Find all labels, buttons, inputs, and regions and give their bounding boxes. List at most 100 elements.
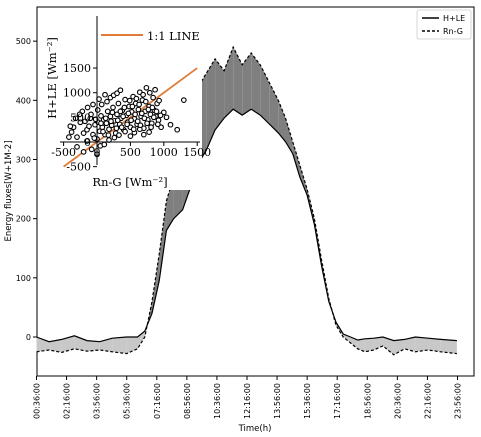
scatter-point [146,89,153,96]
difference-fill-segment [49,339,62,353]
difference-fill-segment [404,337,416,352]
scatter-point [115,100,122,107]
difference-fill-segment [159,200,167,281]
x-tick-label: 18:56:00 [363,383,372,419]
inset-y-tick-label: 1000 [63,87,91,100]
scatter-point [84,104,91,111]
inset-y-tick-label: 1500 [63,62,91,75]
y-tick-label: 0 [26,333,31,342]
scatter-point [100,128,106,135]
scatter-point [102,115,109,122]
inset-legend-label: 1:1 LINE [147,29,200,43]
x-tick-label: 23:56:00 [454,383,463,419]
scatter-point [80,149,87,155]
difference-fill-segment [428,338,441,352]
scatter-point [167,121,174,128]
x-tick-label: 00:36:00 [33,383,42,419]
difference-fill-segment [260,64,270,124]
x-tick-label: 13:56:00 [273,383,282,419]
main-legend: H+LE Rn-G [416,9,472,40]
difference-fill-segment [251,53,261,116]
scatter-point [90,101,96,108]
difference-fill-segment [292,141,300,178]
difference-fill-segment [166,177,174,231]
scatter-point [135,106,142,113]
scatter-point [104,108,111,115]
scatter-point [103,120,110,127]
scatter-point [86,123,92,130]
difference-fill-segment [242,53,252,116]
x-axis-label: Time(h) [238,424,272,434]
scatter-point [122,96,128,103]
series-line-rn-g [36,45,457,356]
x-tick-label: 08:56:00 [183,383,192,419]
difference-fill-segment [382,337,394,355]
scatter-point [104,98,110,105]
inset-x-ticks: -500 0 500 1000 1500 [51,142,211,159]
scatter-point [94,107,101,113]
y-tick-label: 300 [16,155,31,164]
difference-fill-segment [269,82,279,133]
scatter-point [111,134,118,141]
y-tick-label: 100 [16,274,31,283]
x-tick-label: 10:36:00 [213,383,222,419]
scatter-point [105,132,112,138]
scatter-point [114,117,121,124]
scatter-point [156,97,162,104]
scatter-point [118,124,125,131]
scatter-point [110,104,116,111]
scatter-point [68,129,75,135]
scatter-point [130,126,137,133]
scatter-point [133,95,140,102]
scatter-point [141,115,148,122]
x-tick-label: 17:16:00 [333,383,342,419]
scatter-point [150,94,156,101]
inset-x-tick-label: -500 [51,146,76,159]
scatter-point [150,114,157,121]
difference-fill-segment [285,118,293,154]
scatter-point [114,90,120,97]
scatter-point [117,87,124,94]
inset-x-tick-label: 1500 [183,146,211,159]
x-tick-label: 15:36:00 [303,383,312,419]
inset-y-tick-label: 0 [84,136,91,149]
scatter-point [126,97,133,104]
scatter-point [116,132,122,138]
difference-fill-segment [112,337,127,354]
scatter-point [88,111,94,118]
y-tick-label: 200 [16,215,31,224]
difference-fill-segment [206,58,216,151]
difference-fill-segment [343,334,351,343]
scatter-point [120,113,126,120]
inset-x-tick-label: 0 [94,146,101,159]
difference-fill-segment [99,338,113,352]
y-tick-label: 400 [16,96,31,105]
scatter-point [121,104,128,111]
scatter-point [149,104,156,111]
scatter-point [113,125,120,132]
scatter-point [74,134,80,140]
scatter-point [143,84,150,91]
y-axis-label: Energy fluxes[W+1M-2] [4,140,14,241]
scatter-point [163,114,170,121]
scatter-point [122,128,128,135]
scatter-point [146,129,152,135]
series-line-group [36,45,457,356]
x-tick-label: 02:16:00 [63,383,72,419]
scatter-point [98,113,104,119]
scatter-point [91,135,98,141]
scatter-point [180,97,187,103]
legend-entry: Rn-G [443,27,463,36]
x-tick-label: 05:36:00 [123,383,132,419]
scatter-point [109,109,116,116]
scatter-point [102,91,108,98]
scatter-point [108,118,114,125]
scatter-point [144,120,150,127]
scatter-point [148,124,154,131]
legend-entry: H+LE [443,14,465,23]
inset-x-axis-label: Rn-G [Wm⁻²] [92,175,167,189]
scatter-point [153,108,160,115]
x-axis-ticks: 00:36:00 02:16:00 03:56:00 05:36:00 07:16:00… [33,376,463,419]
scatter-point [67,123,74,130]
